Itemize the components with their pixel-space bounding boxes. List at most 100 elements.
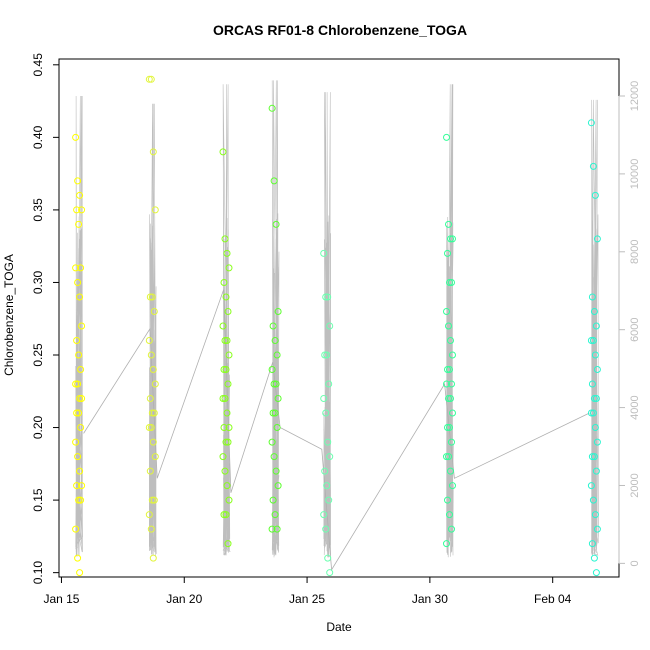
y-tick-label: 0.15 <box>31 488 45 512</box>
data-point <box>592 569 600 577</box>
data-point <box>150 409 158 417</box>
data-point <box>151 380 159 388</box>
data-point <box>75 409 83 417</box>
data-point <box>325 496 333 504</box>
data-point <box>74 177 82 185</box>
data-point <box>445 220 452 228</box>
x-tick-label: Jan 20 <box>166 592 202 606</box>
data-point <box>592 467 600 475</box>
data-point <box>145 337 153 344</box>
data-point <box>271 337 279 344</box>
data-point <box>74 380 82 388</box>
data-point <box>593 525 601 533</box>
data-point <box>222 366 230 373</box>
data-point <box>591 351 599 359</box>
x-axis-label: Date <box>326 620 352 634</box>
data-point <box>76 467 84 475</box>
data-point <box>326 322 334 330</box>
data-point <box>326 569 334 577</box>
data-point <box>75 220 83 228</box>
data-point <box>73 482 81 490</box>
data-point <box>223 409 231 417</box>
data-point <box>443 133 450 141</box>
data-point <box>447 235 454 243</box>
data-point <box>591 424 599 431</box>
data-point <box>149 438 157 446</box>
data-point <box>146 395 154 402</box>
data-point <box>447 467 454 475</box>
data-point <box>447 337 454 344</box>
data-point <box>221 395 229 402</box>
data-point <box>443 453 450 461</box>
data-point <box>272 220 280 228</box>
data-point <box>221 235 229 243</box>
data-point <box>222 293 230 301</box>
data-point <box>147 351 155 359</box>
data-point <box>321 467 329 475</box>
data-point <box>591 191 599 199</box>
data-point <box>273 525 281 533</box>
altitude-trace <box>271 80 280 558</box>
data-point <box>268 366 276 373</box>
data-point <box>151 206 159 214</box>
data-point <box>150 308 158 315</box>
data-point <box>443 380 450 388</box>
y-tick-label: 0.40 <box>31 125 45 149</box>
data-point <box>588 380 596 388</box>
data-point <box>274 482 282 490</box>
data-point <box>151 453 159 461</box>
data-point <box>219 395 227 402</box>
data-point <box>270 453 278 461</box>
data-point <box>222 511 230 519</box>
data-point <box>219 322 227 330</box>
data-point <box>223 482 231 490</box>
data-point <box>443 540 450 548</box>
data-point <box>589 337 597 344</box>
data-point <box>273 424 281 431</box>
data-point <box>268 525 276 533</box>
data-point <box>147 75 155 83</box>
y-tick-label: 0.20 <box>31 415 45 439</box>
mean-line <box>83 289 590 571</box>
data-point <box>145 424 153 431</box>
data-point <box>589 409 597 417</box>
data-point <box>150 496 158 504</box>
data-point <box>593 366 601 373</box>
data-point <box>225 424 233 431</box>
data-point <box>146 467 154 475</box>
data-point <box>592 395 600 402</box>
data-point <box>74 453 82 461</box>
altitude-trace <box>75 95 83 557</box>
data-point <box>592 322 600 330</box>
data-point <box>590 554 598 562</box>
altitude-traces <box>75 80 599 558</box>
data-point <box>274 308 282 315</box>
data-point <box>446 424 453 431</box>
y-axis-label: Chlorobenzene_TOGA <box>2 254 16 376</box>
x-tick-label: Jan 25 <box>289 592 325 606</box>
data-point <box>324 293 332 301</box>
data-point <box>76 293 84 301</box>
data-point <box>593 235 601 243</box>
data-point <box>588 540 596 548</box>
y2-tick-label: 4000 <box>629 395 641 419</box>
y2-tick-label: 6000 <box>629 317 641 341</box>
data-point <box>220 424 228 431</box>
data-point <box>324 554 332 562</box>
y2-tick-label: 10000 <box>629 159 641 190</box>
data-point <box>446 366 453 373</box>
data-point <box>221 337 229 344</box>
data-point <box>145 75 153 83</box>
data-point <box>444 366 451 373</box>
x-tick-label: Jan 15 <box>43 592 79 606</box>
data-point <box>444 424 451 431</box>
data-point <box>73 409 81 417</box>
data-point <box>224 308 232 315</box>
data-point <box>73 337 81 344</box>
data-point <box>268 438 276 446</box>
data-point <box>76 395 84 402</box>
data-point <box>445 322 452 330</box>
plot-frame <box>58 58 620 578</box>
mean-line-layer <box>83 289 590 571</box>
